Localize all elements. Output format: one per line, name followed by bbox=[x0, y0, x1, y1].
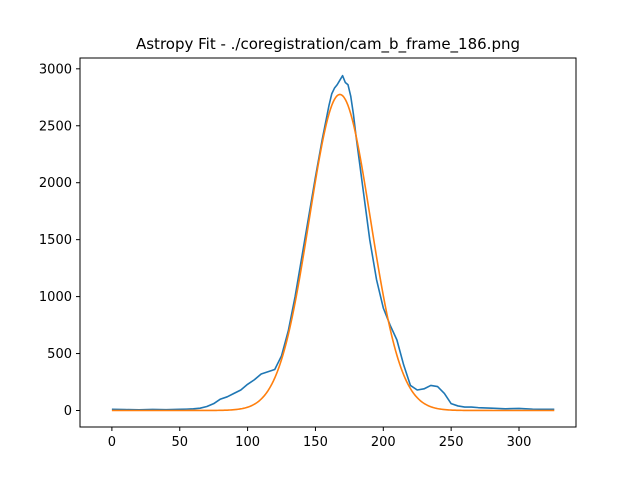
x-axis: 0 50 100 150 200 250 300 bbox=[108, 427, 532, 450]
x-tick-label: 250 bbox=[439, 435, 464, 450]
fit-line bbox=[111, 93, 555, 412]
x-tick-label: 200 bbox=[371, 435, 396, 450]
x-tick-label: 150 bbox=[303, 435, 328, 450]
data-line bbox=[111, 74, 555, 411]
y-axis: 0 500 1000 1500 2000 2500 3000 bbox=[39, 62, 80, 419]
x-tick-label: 50 bbox=[171, 435, 188, 450]
y-tick-label: 2500 bbox=[39, 119, 72, 134]
y-tick-label: 1000 bbox=[39, 290, 72, 305]
y-tick-label: 3000 bbox=[39, 62, 72, 77]
chart-title: Astropy Fit - ./coregistration/cam_b_fra… bbox=[136, 35, 520, 54]
plot-area-frame bbox=[79, 57, 577, 428]
x-tick-label: 100 bbox=[235, 435, 260, 450]
y-tick-label: 0 bbox=[64, 404, 72, 419]
y-tick-label: 500 bbox=[47, 347, 72, 362]
y-tick-label: 1500 bbox=[39, 233, 72, 248]
x-tick-label: 300 bbox=[507, 435, 532, 450]
x-tick-label: 0 bbox=[108, 435, 116, 450]
y-tick-label: 2000 bbox=[39, 176, 72, 191]
